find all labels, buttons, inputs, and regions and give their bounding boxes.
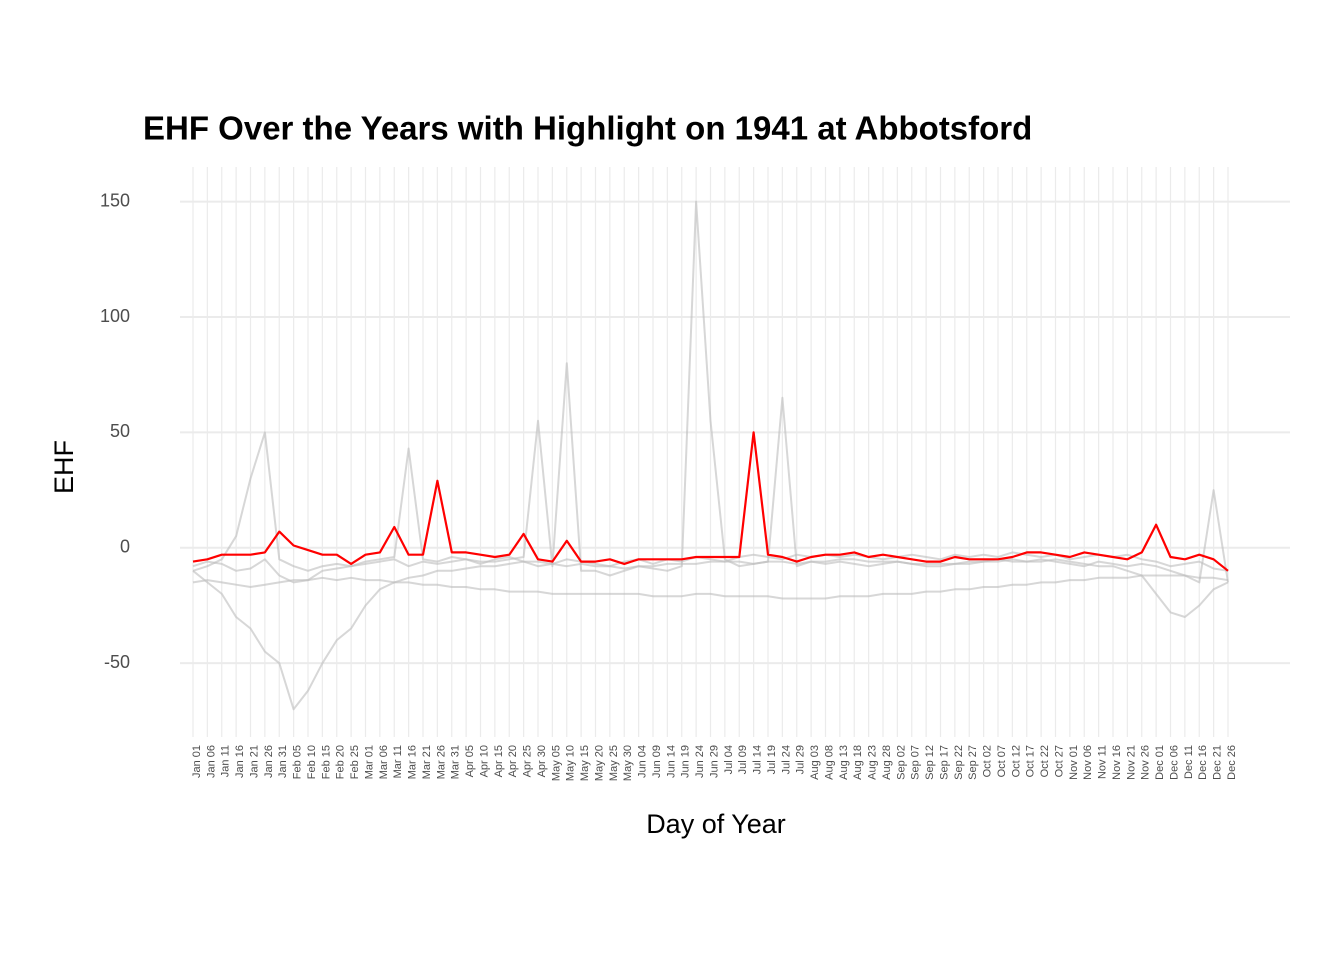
x-tick-label: Apr 30	[536, 745, 548, 777]
chart-title: EHF Over the Years with Highlight on 194…	[143, 110, 1032, 147]
x-tick-label: Dec 01	[1154, 745, 1166, 780]
x-tick-label: May 25	[608, 745, 620, 781]
x-tick-label: Feb 25	[349, 745, 361, 779]
x-tick-label: Jan 21	[248, 745, 260, 778]
x-tick-label: Sep 02	[895, 745, 907, 780]
x-tick-label: Jul 24	[780, 745, 792, 774]
x-tick-label: Aug 08	[823, 745, 835, 780]
series-line	[192, 431, 1229, 572]
x-tick-label: Jul 19	[766, 745, 778, 774]
x-tick-label: Oct 02	[982, 745, 994, 777]
x-tick-label: Feb 20	[335, 745, 347, 779]
x-tick-label: Aug 03	[809, 745, 821, 780]
x-tick-label: Oct 17	[1025, 745, 1037, 777]
x-tick-label: Apr 20	[507, 745, 519, 777]
y-tick-label: 100	[100, 306, 130, 326]
x-axis-label: Day of Year	[646, 809, 786, 839]
x-tick-label: Mar 26	[435, 745, 447, 779]
x-tick-label: Apr 25	[522, 745, 534, 777]
x-tick-label: Nov 21	[1125, 745, 1137, 780]
x-tick-label: Oct 07	[996, 745, 1008, 777]
x-tick-label: Jan 16	[234, 745, 246, 778]
x-tick-label: Feb 05	[292, 745, 304, 779]
x-tick-label: Jun 04	[637, 745, 649, 778]
x-tick-label: Aug 13	[838, 745, 850, 780]
x-tick-label: Sep 27	[967, 745, 979, 780]
x-tick-label: Oct 22	[1039, 745, 1051, 777]
x-tick-label: Aug 28	[881, 745, 893, 780]
x-tick-label: Jun 29	[708, 745, 720, 778]
x-tick-label: Nov 11	[1097, 745, 1109, 779]
x-tick-label: May 20	[593, 745, 605, 781]
x-tick-label: Sep 12	[924, 745, 936, 780]
x-tick-label: Nov 26	[1140, 745, 1152, 780]
x-tick-label: Nov 06	[1082, 745, 1094, 780]
x-tick-label: Dec 16	[1197, 745, 1209, 780]
x-tick-label: Mar 06	[378, 745, 390, 779]
x-tick-label: Aug 18	[852, 745, 864, 780]
x-tick-label: Sep 07	[910, 745, 922, 780]
x-tick-label: Mar 01	[363, 745, 375, 779]
x-tick-label: Jun 09	[651, 745, 663, 778]
x-tick-label: Mar 11	[392, 745, 404, 778]
x-tick-label: Aug 23	[867, 745, 879, 780]
x-tick-label: Jan 06	[205, 745, 217, 778]
y-tick-label: 50	[110, 421, 130, 441]
x-tick-label: Jan 31	[277, 745, 289, 778]
x-tick-label: Jul 04	[723, 745, 735, 774]
x-tick-label: May 15	[579, 745, 591, 781]
x-tick-label: Jul 09	[737, 745, 749, 774]
y-tick-label: 150	[100, 190, 130, 210]
x-tick-label: Jun 14	[665, 745, 677, 778]
series-line	[192, 200, 1229, 584]
x-tick-label: Oct 12	[1010, 745, 1022, 777]
x-tick-label: Jul 29	[795, 745, 807, 774]
x-tick-label: Jan 11	[220, 745, 232, 777]
y-tick-label: -50	[104, 652, 130, 672]
x-tick-label: May 10	[565, 745, 577, 781]
x-tick-label: Mar 16	[407, 745, 419, 779]
x-tick-label: Jun 24	[694, 745, 706, 778]
grid	[180, 167, 1290, 737]
lines	[192, 200, 1229, 711]
y-tick-label: 0	[120, 537, 130, 557]
x-tick-label: Mar 21	[421, 745, 433, 779]
y-axis-label: EHF	[49, 440, 79, 494]
x-tick-label: Oct 27	[1053, 745, 1065, 777]
x-tick-label: Jul 14	[752, 745, 764, 774]
x-tick-label: Jan 26	[263, 745, 275, 778]
x-tick-label: Dec 11	[1183, 745, 1195, 779]
x-tick-label: Feb 10	[306, 745, 318, 779]
x-tick-label: Apr 05	[464, 745, 476, 777]
series-line	[192, 574, 1229, 600]
x-tick-label: Dec 26	[1226, 745, 1238, 780]
x-tick-label: Dec 21	[1212, 745, 1224, 780]
x-tick-label: Feb 15	[320, 745, 332, 779]
x-tick-label: Nov 16	[1111, 745, 1123, 780]
x-tick-label: May 05	[550, 745, 562, 781]
x-tick-label: Apr 10	[478, 745, 490, 777]
x-tick-label: Mar 31	[450, 745, 462, 779]
x-tick-label: Nov 01	[1068, 745, 1080, 780]
series-line	[192, 558, 1229, 711]
x-tick-label: Jan 01	[191, 745, 203, 778]
x-tick-label: Jun 19	[680, 745, 692, 778]
x-tick-label: May 30	[622, 745, 634, 781]
x-tick-label: Dec 06	[1168, 745, 1180, 780]
x-tick-label: Apr 15	[493, 745, 505, 777]
x-tick-label: Sep 17	[938, 745, 950, 780]
x-tick-label: Sep 22	[953, 745, 965, 780]
